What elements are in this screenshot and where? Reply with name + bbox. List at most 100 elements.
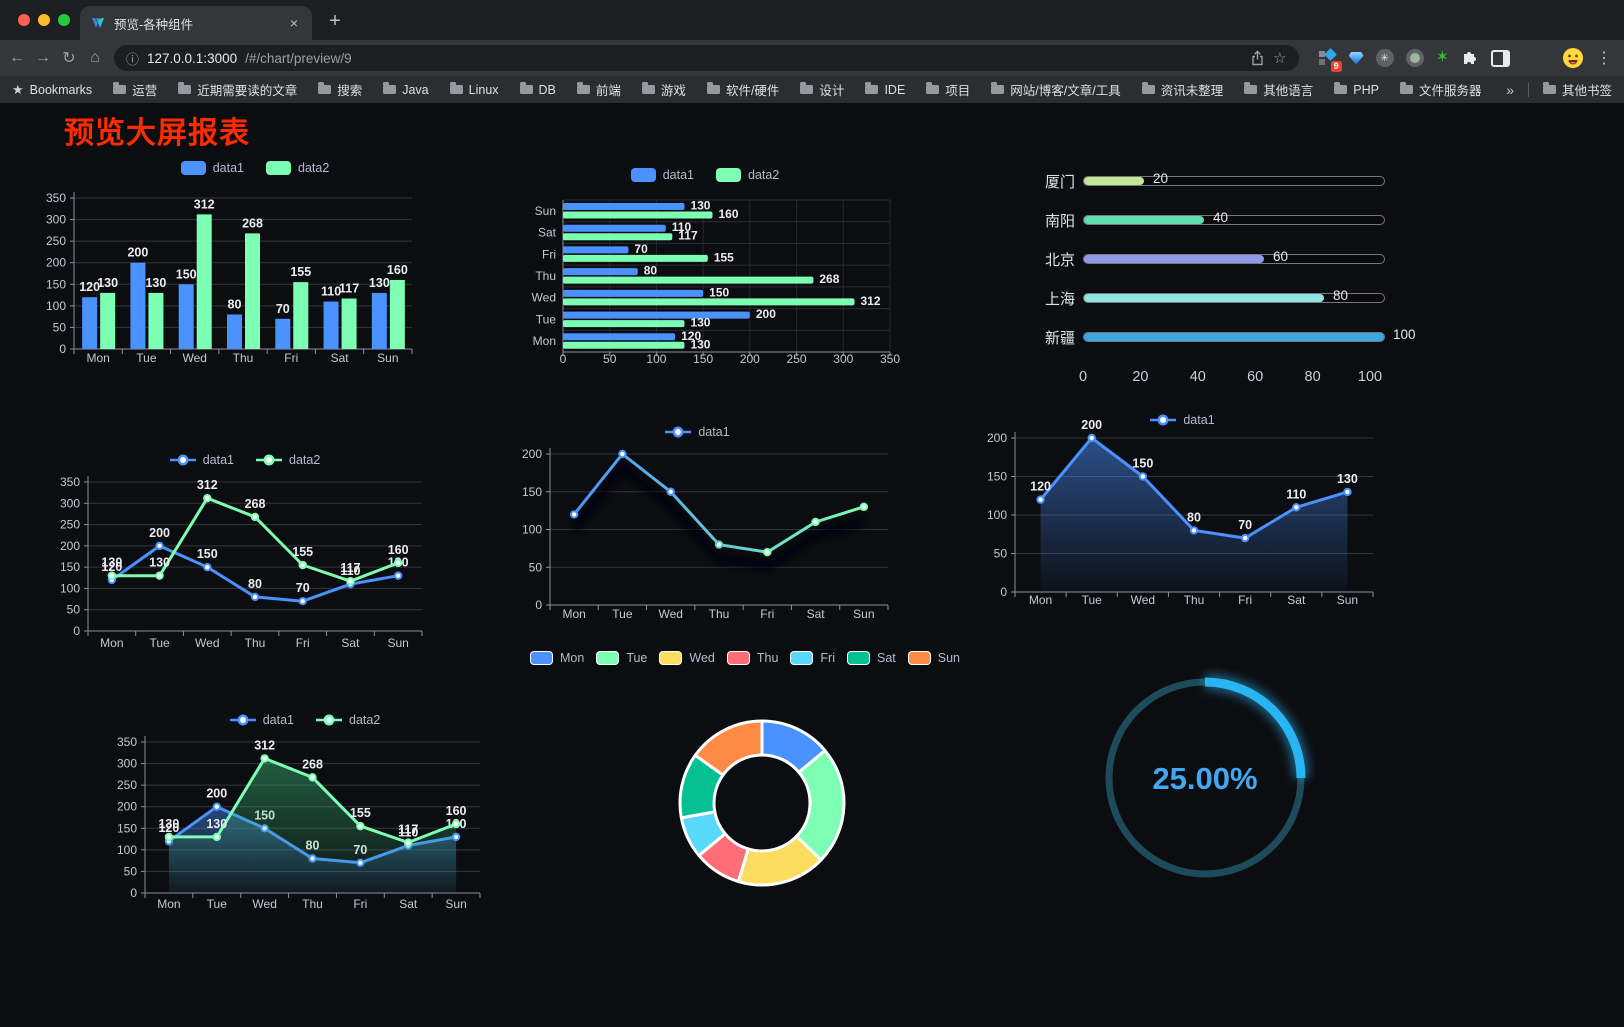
ring-gauge-canvas[interactable]: 25.00% (1095, 668, 1315, 888)
extension-icon-asterisk[interactable]: ✳ (1375, 49, 1394, 67)
browser-menu-icon[interactable]: ⋮ (1596, 50, 1612, 67)
line-chart-two-series[interactable]: data1 data2 0 50 100 150 200 250 300 350 Mon Tue We… (45, 445, 445, 670)
bookmarks-overflow-chevron[interactable]: » (1506, 81, 1514, 98)
tab-close-icon[interactable]: × (289, 15, 299, 31)
ring-gauge-chart[interactable]: 25.00% (1095, 668, 1315, 888)
legend-item-data2[interactable]: data2 (256, 453, 320, 467)
legend-item-data2[interactable]: data2 (266, 161, 329, 175)
folder-icon (519, 82, 533, 94)
legend-item-Sat[interactable]: Sat (847, 651, 896, 665)
bookmark-item[interactable]: 近期需要读的文章 (178, 80, 297, 99)
page-content: 预览大屏报表 data1 data2 0 50 100 150 200 250 300 350 M… (0, 103, 1624, 1027)
other-bookmarks[interactable]: 其他书签 (1542, 80, 1612, 99)
progress-label: 上海 (1044, 291, 1075, 308)
bookmark-item[interactable]: 设计 (800, 80, 844, 99)
bookmark-item[interactable]: 其他语言 (1244, 80, 1313, 99)
progress-row-厦门[interactable]: 厦门 20 (1005, 169, 1425, 191)
legend-item-Thu[interactable]: Thu (726, 651, 778, 665)
svg-text:Tue: Tue (136, 351, 157, 365)
close-window-button[interactable] (18, 14, 30, 26)
legend-swatch (169, 454, 196, 466)
legend-item-data1[interactable]: data1 (665, 425, 730, 439)
bookmark-item[interactable]: 搜索 (318, 80, 362, 99)
legend-item-data2[interactable]: data2 (716, 168, 779, 182)
progress-row-新疆[interactable]: 新疆 100 (1005, 325, 1425, 347)
bookmark-item[interactable]: PHP (1334, 82, 1379, 97)
site-info-icon[interactable]: ⓘ (126, 51, 140, 67)
legend-item-data2[interactable]: data2 (316, 713, 380, 727)
bookmark-item[interactable]: 文件服务器 (1399, 80, 1481, 99)
grouped-bar-chart-canvas[interactable]: 0 50 100 150 200 250 300 350 Mon Tue Wed Thu Fri Sat S… (40, 155, 470, 380)
area-chart-two-canvas[interactable]: 0 50 100 150 200 250 300 350 Mon Tue Wed Thu Fri Sat S… (105, 700, 505, 935)
bookmark-item[interactable]: 前端 (576, 80, 621, 99)
horizontal-bar-chart[interactable]: data1 data2 0 50 100 150 200 250 300 350 Sun Sat Fr… (505, 160, 905, 375)
zoom-window-button[interactable] (58, 14, 70, 26)
gradient-line-chart-canvas[interactable]: 0 50 100 150 200 Mon Tue Wed Thu Fri Sat Sun (500, 417, 895, 632)
donut-chart-canvas[interactable] (545, 640, 945, 905)
bookmark-item[interactable]: 网站/博客/文章/工具 (991, 80, 1121, 99)
extension-icon-circle[interactable] (1405, 49, 1424, 67)
bookmark-item[interactable]: IDE (865, 82, 905, 97)
progress-row-北京[interactable]: 北京 60 (1005, 247, 1425, 269)
progress-row-上海[interactable]: 上海 80 (1005, 286, 1425, 308)
pie-slice-Sun[interactable] (693, 719, 764, 777)
legend-item-data1[interactable]: data1 (180, 161, 244, 175)
legend-item-data1[interactable]: data1 (630, 168, 694, 182)
legend-item-Mon[interactable]: Mon (529, 651, 584, 665)
minimize-window-button[interactable] (38, 14, 50, 26)
svg-text:160: 160 (718, 207, 738, 221)
horizontal-bar-chart-canvas[interactable]: 0 50 100 150 200 250 300 350 Sun Sat Fri Thu Wed Tue M… (505, 160, 905, 375)
url-bar[interactable]: ⓘ 127.0.0.1:3000 /#/chart/preview/9 ☆ (114, 45, 1299, 71)
bookmark-item[interactable]: 项目 (926, 80, 970, 99)
progress-track (1083, 254, 1385, 264)
legend-swatch (229, 714, 256, 726)
progress-row-南阳[interactable]: 南阳 40 (1005, 208, 1425, 230)
donut-chart[interactable]: Mon Tue Wed Thu Fri Sat Sun (529, 640, 960, 905)
browser-tab[interactable]: 预览-各种组件 × (80, 6, 312, 40)
back-icon[interactable]: ← (9, 49, 25, 66)
legend-item-Tue[interactable]: Tue (596, 651, 647, 665)
extensions-puzzle-icon[interactable] (1461, 49, 1479, 67)
extension-icon-grid[interactable]: 9 (1317, 48, 1342, 72)
bookmark-item[interactable]: 运营 (113, 80, 157, 99)
legend-item-Fri[interactable]: Fri (790, 651, 835, 665)
line-chart-canvas[interactable]: 0 50 100 150 200 250 300 350 Mon Tue Wed Thu Fri Sat S… (45, 445, 445, 670)
legend-item-data1[interactable]: data1 (169, 453, 234, 467)
legend-label: Wed (689, 651, 715, 665)
extension-icon-green-star[interactable]: ✶ (1435, 49, 1449, 66)
share-icon[interactable] (1250, 50, 1265, 66)
home-icon[interactable]: ⌂ (90, 49, 100, 66)
bookmark-star-icon[interactable]: ☆ (1273, 50, 1287, 67)
bookmark-item[interactable]: 游戏 (641, 80, 686, 99)
grouped-bar-chart[interactable]: data1 data2 0 50 100 150 200 250 300 350 Mon Tue We… (40, 155, 470, 380)
progress-bar-chart[interactable]: 厦门 20 南阳 40 北京 60 上海 80 新疆 100 0 20 40 60 80 100 (1005, 166, 1425, 396)
bookmarks-root[interactable]: ★ Bookmarks (12, 82, 92, 98)
extension-icon-gem[interactable] (1348, 51, 1364, 65)
legend-item-Sun[interactable]: Sun (907, 651, 960, 665)
legend-item-data1[interactable]: data1 (229, 713, 294, 727)
gradient-line-chart[interactable]: data1 0 50 100 150 200 Mon Tue Wed Thu Fri Sat Sun (500, 417, 895, 632)
area-chart-single[interactable]: data1 0 50 100 150 200 Mon Tue Wed Thu Fri Sat Sun 1… (985, 405, 1380, 617)
bookmark-item[interactable]: Java (383, 82, 429, 97)
area-chart-canvas[interactable]: 0 50 100 150 200 Mon Tue Wed Thu Fri Sat Sun 120 200 1… (985, 405, 1380, 617)
bookmark-label: 网站/博客/文章/工具 (1010, 84, 1121, 98)
new-tab-button[interactable]: + (329, 9, 341, 32)
svg-text:150: 150 (693, 352, 713, 366)
legend-item-Wed[interactable]: Wed (659, 651, 715, 665)
side-panel-icon[interactable] (1491, 49, 1510, 67)
svg-text:250: 250 (60, 518, 80, 532)
legend-item-data1[interactable]: data1 (1150, 413, 1215, 427)
svg-text:0: 0 (73, 624, 80, 638)
svg-text:50: 50 (53, 320, 67, 334)
svg-text:150: 150 (176, 267, 197, 281)
bookmark-item[interactable]: Linux (449, 82, 499, 97)
bookmark-item[interactable]: 资讯未整理 (1141, 80, 1223, 99)
svg-text:250: 250 (117, 778, 137, 792)
forward-icon[interactable]: → (35, 49, 51, 66)
bookmark-item[interactable]: 软件/硬件 (706, 80, 779, 99)
area-chart-two-series[interactable]: data1 data2 0 50 100 150 200 250 300 350 Mon Tue We… (105, 700, 505, 935)
svg-text:Sun: Sun (853, 607, 874, 621)
profile-avatar[interactable] (1562, 47, 1584, 69)
bookmark-item[interactable]: DB (519, 82, 556, 97)
reload-icon[interactable]: ↻ (62, 50, 76, 67)
